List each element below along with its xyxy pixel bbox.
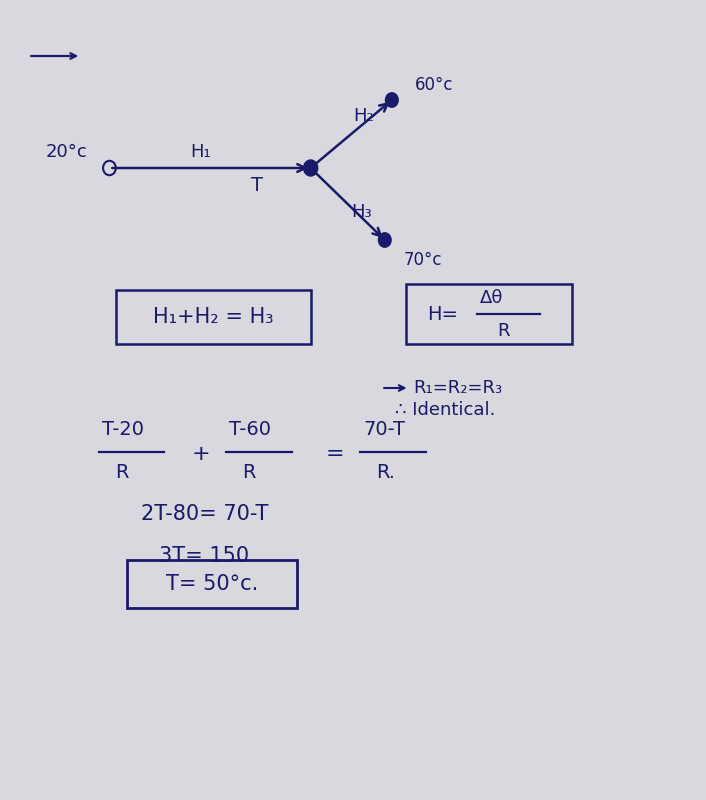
Circle shape (304, 160, 318, 176)
Text: R: R (115, 463, 128, 482)
Text: 70-T: 70-T (364, 420, 405, 439)
Text: ∴ Identical.: ∴ Identical. (395, 401, 496, 418)
Text: R: R (242, 463, 256, 482)
Text: T-60: T-60 (229, 420, 271, 439)
Text: T= 50°c.: T= 50°c. (166, 574, 258, 594)
Circle shape (385, 93, 398, 107)
Text: 60°c: 60°c (415, 76, 454, 94)
Circle shape (378, 233, 391, 247)
Text: 2T-80= 70-T: 2T-80= 70-T (141, 504, 268, 524)
Text: 70°c: 70°c (404, 251, 443, 269)
Text: T: T (251, 176, 263, 195)
Text: +: + (192, 444, 210, 464)
Text: R₁=R₂=R₃: R₁=R₂=R₃ (413, 379, 502, 397)
Text: H₁: H₁ (191, 143, 211, 161)
Text: =: = (326, 444, 345, 464)
Text: H=: H= (427, 305, 458, 323)
Text: 20°c: 20°c (46, 143, 88, 161)
Text: R: R (498, 322, 510, 340)
Text: H₂: H₂ (353, 107, 373, 125)
Text: 3T= 150: 3T= 150 (159, 546, 249, 566)
Text: H₁+H₂ = H₃: H₁+H₂ = H₃ (153, 306, 274, 326)
Text: R.: R. (376, 463, 395, 482)
Text: H₃: H₃ (352, 203, 372, 221)
Text: T-20: T-20 (102, 420, 144, 439)
Text: Δθ: Δθ (480, 289, 503, 307)
